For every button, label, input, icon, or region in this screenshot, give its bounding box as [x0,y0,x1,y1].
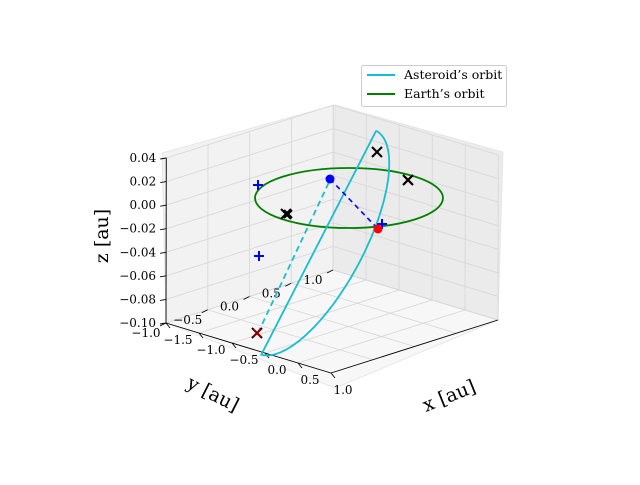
y-tick-label: 0.0 [220,300,239,314]
legend-label-asteroid: Asteroid’s orbit [403,67,502,82]
z-tick-label: −0.04 [119,245,156,259]
z-tick-label: 0.04 [130,151,157,165]
z-tick-label: 0.02 [130,175,157,189]
z-tick-label: −0.06 [119,269,156,283]
x-tick-label: 0.5 [300,373,319,387]
z-tick-label: −0.10 [119,316,156,330]
z-axis-label: z [au] [91,209,113,263]
x-tick-label: 0.0 [267,363,286,377]
x-tick-label: 1.0 [333,383,352,397]
z-tick-label: 0.00 [129,198,156,212]
z-tick-label: −0.02 [119,222,156,236]
y-axis-label: y [au] [182,371,242,416]
y-tick-label: 0.5 [262,286,281,300]
x-axis-label: x [au] [420,376,479,417]
marker-point-blue [326,175,335,184]
legend: Asteroid’s orbit Earth’s orbit [362,66,507,107]
legend-label-earth: Earth’s orbit [404,86,485,101]
x-tick-label: −1.0 [196,343,225,357]
x-tick-label: −1.5 [163,333,192,347]
y-tick-label: 1.0 [303,273,322,287]
z-tick-label: −0.08 [119,292,156,306]
z-axis-ticks: −0.10 −0.08 −0.06 −0.04 −0.02 0.00 0.02 0.04 [119,151,166,330]
marker-point-red [374,225,383,234]
y-tick-label: −0.5 [173,313,202,327]
x-tick-label: −0.5 [229,353,258,367]
